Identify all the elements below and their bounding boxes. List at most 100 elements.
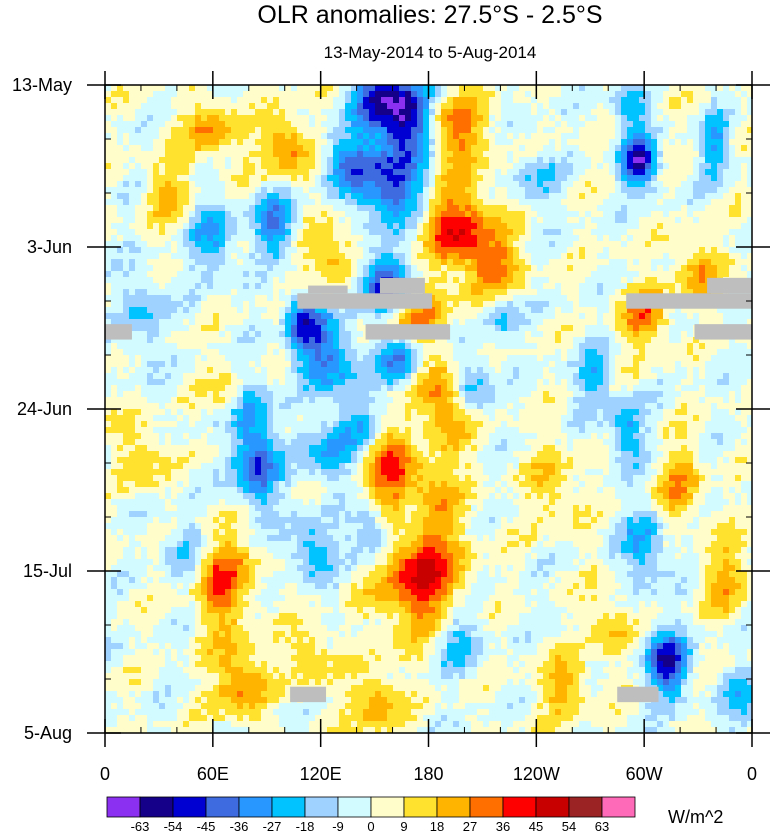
field-cell	[741, 199, 748, 206]
field-cell	[201, 271, 208, 278]
field-cell	[441, 265, 448, 272]
field-cell	[135, 325, 142, 332]
field-cell	[285, 295, 292, 302]
field-cell	[339, 121, 346, 128]
field-cell	[663, 103, 670, 110]
field-cell	[453, 307, 460, 314]
field-cell	[483, 121, 490, 128]
field-cell	[207, 91, 214, 98]
field-cell	[627, 199, 634, 206]
field-cell	[417, 103, 424, 110]
field-cell	[261, 181, 268, 188]
field-cell	[687, 349, 694, 356]
field-cell	[435, 313, 442, 320]
field-cell	[477, 145, 484, 152]
field-cell	[561, 289, 568, 296]
field-cell	[351, 121, 358, 128]
field-cell	[399, 307, 406, 314]
field-cell	[429, 343, 436, 350]
field-cell	[339, 229, 346, 236]
field-cell	[183, 349, 190, 356]
field-cell	[477, 103, 484, 110]
field-cell	[723, 175, 730, 182]
field-cell	[327, 223, 334, 230]
field-cell	[699, 271, 706, 278]
field-cell	[285, 97, 292, 104]
field-cell	[639, 187, 646, 194]
field-cell	[201, 301, 208, 308]
field-cell	[207, 205, 214, 212]
field-cell	[615, 157, 622, 164]
field-cell	[261, 301, 268, 308]
field-cell	[363, 289, 370, 296]
field-cell	[333, 241, 340, 248]
field-cell	[591, 241, 598, 248]
field-cell	[669, 103, 676, 110]
field-cell	[519, 163, 526, 170]
field-cell	[153, 91, 160, 98]
field-cell	[147, 319, 154, 326]
field-cell	[381, 259, 388, 266]
field-cell	[459, 325, 466, 332]
field-cell	[483, 175, 490, 182]
field-cell	[405, 211, 412, 218]
field-cell	[405, 91, 412, 98]
field-cell	[663, 355, 670, 362]
field-cell	[273, 253, 280, 260]
field-cell	[645, 211, 652, 218]
field-cell	[189, 229, 196, 236]
field-cell	[375, 163, 382, 170]
field-cell	[147, 349, 154, 356]
field-cell	[333, 175, 340, 182]
field-cell	[459, 97, 466, 104]
field-cell	[225, 229, 232, 236]
field-cell	[243, 289, 250, 296]
field-cell	[699, 109, 706, 116]
field-cell	[435, 253, 442, 260]
field-cell	[123, 109, 130, 116]
field-cell	[627, 175, 634, 182]
field-cell	[267, 235, 274, 242]
field-cell	[183, 343, 190, 350]
field-cell	[327, 193, 334, 200]
field-cell	[477, 313, 484, 320]
field-cell	[297, 205, 304, 212]
field-cell	[387, 235, 394, 242]
field-cell	[351, 109, 358, 116]
field-cell	[705, 217, 712, 224]
field-cell	[723, 127, 730, 134]
field-cell	[483, 253, 490, 260]
field-cell	[255, 91, 262, 98]
field-cell	[291, 85, 298, 92]
field-cell	[465, 127, 472, 134]
field-cell	[387, 127, 394, 134]
field-cell	[129, 205, 136, 212]
field-cell	[621, 121, 628, 128]
field-cell	[171, 277, 178, 284]
field-cell	[477, 283, 484, 290]
field-cell	[255, 295, 262, 302]
field-cell	[723, 223, 730, 230]
field-cell	[549, 187, 556, 194]
field-cell	[153, 115, 160, 122]
field-cell	[297, 277, 304, 284]
field-cell	[441, 211, 448, 218]
field-cell	[699, 127, 706, 134]
field-cell	[141, 265, 148, 272]
field-cell	[333, 211, 340, 218]
field-cell	[621, 271, 628, 278]
field-cell	[525, 217, 532, 224]
field-cell	[309, 151, 316, 158]
field-cell	[261, 355, 268, 362]
field-cell	[201, 205, 208, 212]
field-cell	[405, 199, 412, 206]
field-cell	[105, 133, 112, 140]
field-cell	[693, 259, 700, 266]
field-cell	[621, 169, 628, 176]
field-cell	[651, 181, 658, 188]
field-cell	[339, 169, 346, 176]
field-cell	[381, 97, 388, 104]
field-cell	[591, 181, 598, 188]
field-cell	[519, 139, 526, 146]
field-cell	[681, 283, 688, 290]
